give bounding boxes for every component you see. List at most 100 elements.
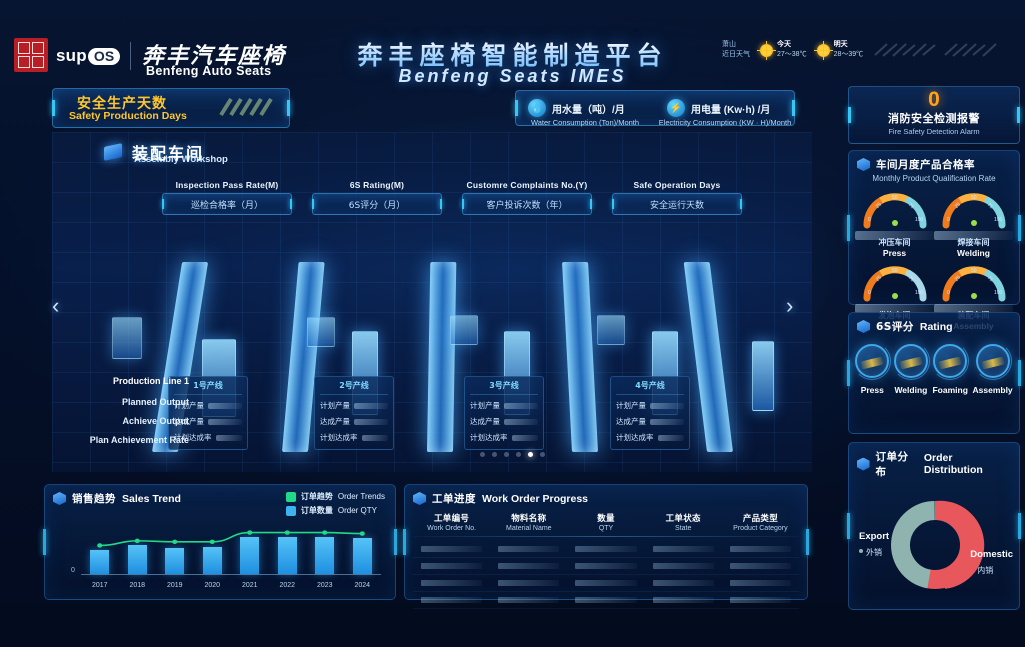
bar <box>315 537 335 574</box>
table-row[interactable] <box>413 541 799 558</box>
work-order-rows[interactable] <box>405 537 807 609</box>
svg-text:50: 50 <box>892 195 898 201</box>
safety-title-cn: 安全生产天数 <box>77 96 167 112</box>
order-donut-chart[interactable]: Export 外销 Domestic 内销 <box>849 487 1019 607</box>
assembly-workshop-scene[interactable]: 装配车间 Assembly Workshop Inspection Pass R… <box>52 132 812 472</box>
chevron-left-icon[interactable]: ‹ <box>52 293 60 318</box>
dial-ring <box>931 342 970 380</box>
line-card-3[interactable]: 3号产线 计划产量 达成产量 计划达成率 <box>464 376 544 450</box>
brand-name-cn: 奔丰汽车座椅 <box>142 38 286 70</box>
dial-assembly[interactable]: Assembly <box>972 342 1013 395</box>
sales-trend-panel: 销售趋势 Sales Trend 订单趋势 Order Trends 订单数量 … <box>44 484 396 600</box>
bar <box>165 548 185 574</box>
svg-text:100: 100 <box>915 290 924 296</box>
dial-label: Assembly <box>972 385 1013 395</box>
legend-export-en: Export <box>859 531 890 542</box>
alarm-value: 0 <box>928 88 940 111</box>
rating-title-en: Rating <box>919 320 953 333</box>
svg-text:75: 75 <box>906 275 914 283</box>
fire-safety-alarm-panel: 0 消防安全检测报警 Fire Safety Detection Alarm <box>848 86 1020 144</box>
safety-title-en: Safety Production Days <box>69 110 187 122</box>
dial-ring <box>973 342 1012 380</box>
supos-badge: OS <box>87 48 121 65</box>
trend-point <box>322 530 328 535</box>
table-cell <box>498 563 560 569</box>
table-cell <box>652 580 714 586</box>
kpi-inspection-pass-rate[interactable]: Inspection Pass Rate(M) 巡检合格率（月） <box>162 180 292 215</box>
dial-foaming[interactable]: Foaming <box>931 342 970 395</box>
x-tick-label: 2021 <box>241 582 258 589</box>
sales-legend[interactable]: 订单趋势 Order Trends 订单数量 Order QTY <box>285 491 385 519</box>
kpi-safe-operation-days[interactable]: Safe Operation Days 安全运行天数 <box>612 180 742 215</box>
table-row[interactable] <box>413 592 799 609</box>
electricity-consumption-cn: 用电量 (Kw·h) /月 <box>691 104 771 116</box>
carousel-dot[interactable] <box>504 452 509 457</box>
svg-text:0: 0 <box>947 217 950 223</box>
legend-domestic: Domestic 内销 <box>970 549 1013 578</box>
sales-title-en: Sales Trend <box>122 492 181 505</box>
line-card-key: 计划达成率 <box>616 433 654 442</box>
dial-welding[interactable]: Welding <box>891 342 930 395</box>
kpi-label-en: Customre Complaints No.(Y) <box>466 180 588 190</box>
card-header: 工单进度 Work Order Progress <box>405 485 807 510</box>
x-tick-label: 2018 <box>129 582 146 589</box>
rating-title-cn: 6S评分 <box>876 321 914 333</box>
weather-widget: 萧山 近日天气 今天 27～38℃ 明天 28～39℃ <box>722 40 1003 60</box>
legend-order-qty-cn: 订单数量 <box>300 506 333 515</box>
dial-press[interactable]: Press <box>853 342 892 395</box>
wo-title-cn: 工单进度 <box>432 493 476 505</box>
bar-cell <box>306 526 344 574</box>
water-consumption-en: Water Consumption (Ton)/Month <box>530 118 640 127</box>
line-card-value <box>504 418 538 425</box>
kpi-value-box: 6S评分（月） <box>312 193 442 215</box>
gauge-press[interactable]: 0 25 50 75 100 冲压车间 Press <box>855 187 934 258</box>
dial-value <box>980 356 1005 370</box>
carousel-dot-active[interactable] <box>528 452 533 457</box>
label-achieve-output: Achieve Output <box>122 416 189 426</box>
line-card-1[interactable]: 1号产线 计划产量 达成产量 计划达成率 <box>168 376 248 450</box>
table-row[interactable] <box>413 558 799 575</box>
water-drop-icon: 💧 <box>528 99 546 117</box>
line-card-4[interactable]: 4号产线 计划产量 达成产量 计划达成率 <box>610 376 690 450</box>
carousel-dots[interactable] <box>0 452 1025 457</box>
gauge-label-en: Press <box>882 248 907 258</box>
app-header: supOS 奔丰汽车座椅 Benfeng Auto Seats 奔丰座椅智能制造… <box>0 0 1025 88</box>
line-card-key: 达成产量 <box>174 417 204 426</box>
alarm-title-cn: 消防安全检测报警 <box>888 112 980 125</box>
dial-label: Press <box>860 385 884 395</box>
wo-title-en: Work Order Progress <box>482 492 589 505</box>
table-row[interactable] <box>413 575 799 592</box>
kpi-6s-rating[interactable]: 6S Rating(M) 6S评分（月） <box>312 180 442 215</box>
gauge-welding[interactable]: 0 25 50 75 100 焊接车间 Welding <box>934 187 1013 258</box>
carousel-dot[interactable] <box>480 452 485 457</box>
table-cell <box>498 597 560 603</box>
qualification-rate-card: 车间月度产品合格率 Monthly Product Qualification … <box>848 150 1020 331</box>
gauge-value-blur <box>934 231 1013 240</box>
legend-export: Export 外销 <box>859 531 889 560</box>
line-card-value <box>504 402 538 409</box>
weather-tomorrow-temp: 28～39℃ <box>833 51 864 58</box>
bar <box>127 545 147 574</box>
gauge-label-cn: 焊接车间 <box>957 238 990 247</box>
kpi-customer-complaints[interactable]: Customre Complaints No.(Y) 客户投诉次数（年） <box>462 180 592 215</box>
legend-order-trends-en: Order Trends <box>337 492 385 501</box>
column-header-cn: 工单状态 <box>665 514 701 524</box>
table-divider <box>413 536 799 537</box>
line-card-value <box>354 402 388 409</box>
table-cell <box>575 580 637 586</box>
svg-text:0: 0 <box>868 290 871 296</box>
table-cell <box>421 597 483 603</box>
carousel-dot[interactable] <box>540 452 545 457</box>
line-card-value <box>215 434 242 441</box>
line-card-key: 计划产量 <box>320 401 350 410</box>
chevron-right-icon[interactable]: › <box>786 293 794 318</box>
carousel-dot[interactable] <box>492 452 497 457</box>
line-card-2[interactable]: 2号产线 计划产量 达成产量 计划达成率 <box>314 376 394 450</box>
page-title-cn: 奔丰座椅智能制造平台 <box>0 36 1025 72</box>
consumption-en-labels: Water Consumption (Ton)/Month Electricit… <box>515 118 795 127</box>
production-line-labels: Production Line 1 Planned Output Achieve… <box>64 376 189 454</box>
carousel-dot[interactable] <box>516 452 521 457</box>
weather-today: 今天 27～38℃ <box>757 40 807 60</box>
trend-point <box>359 531 365 536</box>
column-header-cn: 物料名称 <box>511 514 547 524</box>
